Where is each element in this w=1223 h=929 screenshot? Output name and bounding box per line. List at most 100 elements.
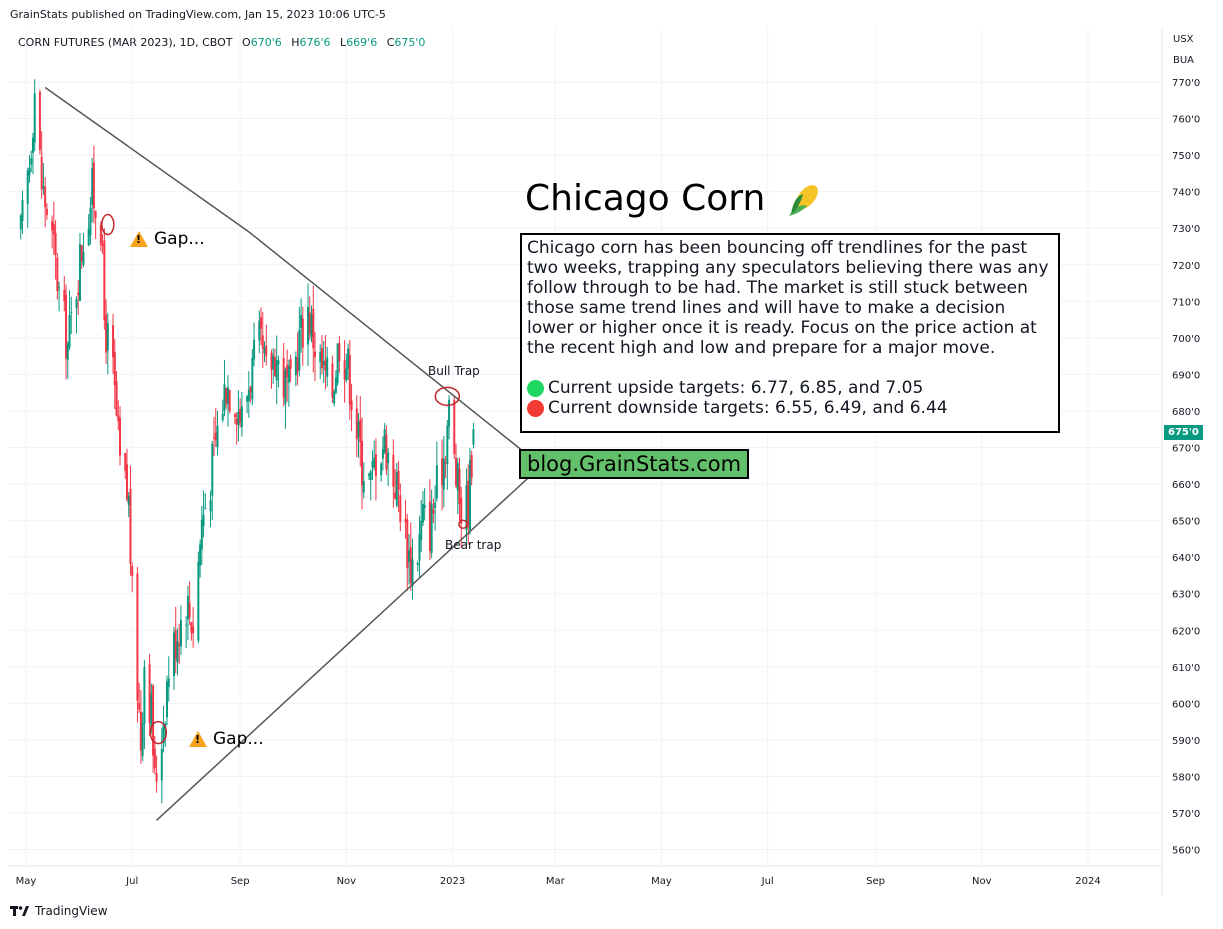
candle-body — [455, 458, 458, 486]
red-circle-icon — [527, 399, 544, 417]
candle-body — [127, 495, 130, 505]
y-tick-label: 770'0 — [1172, 78, 1200, 89]
candle-body — [209, 500, 212, 512]
candle-body — [331, 363, 334, 398]
candle-body — [394, 492, 397, 499]
x-tick-label: 2023 — [440, 876, 465, 887]
y-tick-label: 700'0 — [1172, 334, 1200, 345]
candle-body — [246, 396, 249, 402]
candle-body — [87, 228, 90, 246]
bear-trap-circle — [458, 519, 468, 530]
symbol-name: CORN FUTURES (MAR 2023), 1D, CBOT — [18, 36, 233, 49]
candle-body — [406, 519, 409, 569]
candle-body — [312, 308, 315, 349]
candle-body — [310, 314, 313, 338]
candle-body — [307, 306, 310, 345]
candle-body — [359, 419, 362, 443]
candle-body — [395, 472, 398, 506]
lower-trendline — [156, 465, 542, 821]
candle-body — [56, 257, 59, 291]
x-tick-label: 2024 — [1075, 876, 1100, 887]
candle-body — [75, 299, 78, 309]
ohlc-open-value: 670'6 — [250, 36, 282, 49]
candle-body — [166, 681, 169, 718]
candle-body — [106, 323, 109, 351]
ohlc-close-label: C — [386, 36, 395, 49]
candle-body — [423, 504, 426, 509]
candle-body — [117, 415, 120, 422]
candle-body — [357, 421, 360, 437]
candle-body — [428, 501, 431, 551]
candle-body — [92, 162, 95, 209]
candle-body — [52, 224, 55, 235]
candle-body — [371, 461, 374, 468]
bear-trap-label: Bear trap — [445, 538, 502, 552]
candle-body — [448, 399, 451, 427]
ohlc-close-value: 675'0 — [394, 36, 426, 49]
candle-body — [178, 643, 181, 647]
candle-body — [444, 462, 447, 464]
candle-body — [223, 384, 226, 412]
candle-body — [211, 443, 214, 496]
candle-body — [409, 547, 412, 584]
candle-body — [214, 432, 217, 441]
bull-trap-circle — [434, 386, 461, 407]
candle-body — [421, 504, 424, 523]
analysis-paragraph: Chicago corn has been bouncing off trend… — [527, 238, 1049, 358]
candle-body — [185, 624, 188, 626]
footer-brand[interactable]: TradingView — [10, 904, 108, 918]
candle-body — [199, 544, 202, 566]
blog-link-box[interactable]: blog.GrainStats.com — [519, 449, 750, 479]
candle-body — [324, 360, 327, 371]
upper-trendline — [44, 86, 250, 233]
candle-body — [270, 352, 273, 370]
y-tick-label: 690'0 — [1172, 370, 1200, 381]
candle-body — [89, 207, 92, 236]
currency-label[interactable]: USX — [1173, 34, 1194, 45]
unit-label[interactable]: BUA — [1173, 55, 1195, 66]
candle-body — [334, 377, 337, 393]
candle-body — [78, 244, 81, 302]
candle-body — [152, 685, 155, 756]
candle-body — [260, 317, 263, 329]
candle-body — [63, 289, 66, 302]
candle-body — [380, 463, 383, 476]
candle-body — [65, 294, 68, 359]
candle-body — [190, 622, 193, 633]
downside-targets: Current downside targets: 6.55, 6.49, an… — [548, 398, 948, 418]
candle-body — [472, 429, 475, 445]
y-tick-label: 730'0 — [1172, 224, 1200, 235]
candle-body — [286, 364, 289, 378]
candle-body — [179, 619, 182, 647]
upside-row: Current upside targets: 6.77, 6.85, and … — [527, 378, 1053, 398]
candle-body — [240, 406, 243, 427]
candle-body — [456, 463, 459, 491]
candle-body — [253, 339, 256, 360]
candle-body — [139, 711, 142, 751]
annotation-circles — [101, 213, 468, 745]
analysis-textbox: Chicago corn has been bouncing off trend… — [520, 233, 1060, 433]
candle-body — [432, 509, 435, 514]
candles — [19, 79, 475, 804]
candle-body — [160, 748, 163, 781]
y-tick-label: 740'0 — [1172, 188, 1200, 199]
candle-body — [399, 495, 402, 522]
candle-body — [333, 391, 336, 404]
symbol-legend[interactable]: CORN FUTURES (MAR 2023), 1D, CBOT O670'6… — [18, 36, 425, 49]
y-tick-label: 560'0 — [1172, 846, 1200, 857]
candle-body — [112, 325, 115, 358]
candle-body — [430, 504, 433, 553]
candle-body — [287, 365, 290, 383]
x-tick-label: May — [651, 876, 672, 887]
candle-body — [296, 357, 299, 373]
candle-body — [247, 389, 250, 402]
x-tick-label: Nov — [337, 876, 357, 887]
candle-body — [38, 91, 41, 150]
candle-body — [119, 417, 122, 456]
candle-body — [42, 186, 45, 189]
candle-body — [124, 452, 127, 471]
candle-body — [28, 167, 31, 176]
y-tick-label: 580'0 — [1172, 772, 1200, 783]
candle-body — [148, 664, 151, 723]
candle-body — [94, 211, 97, 218]
